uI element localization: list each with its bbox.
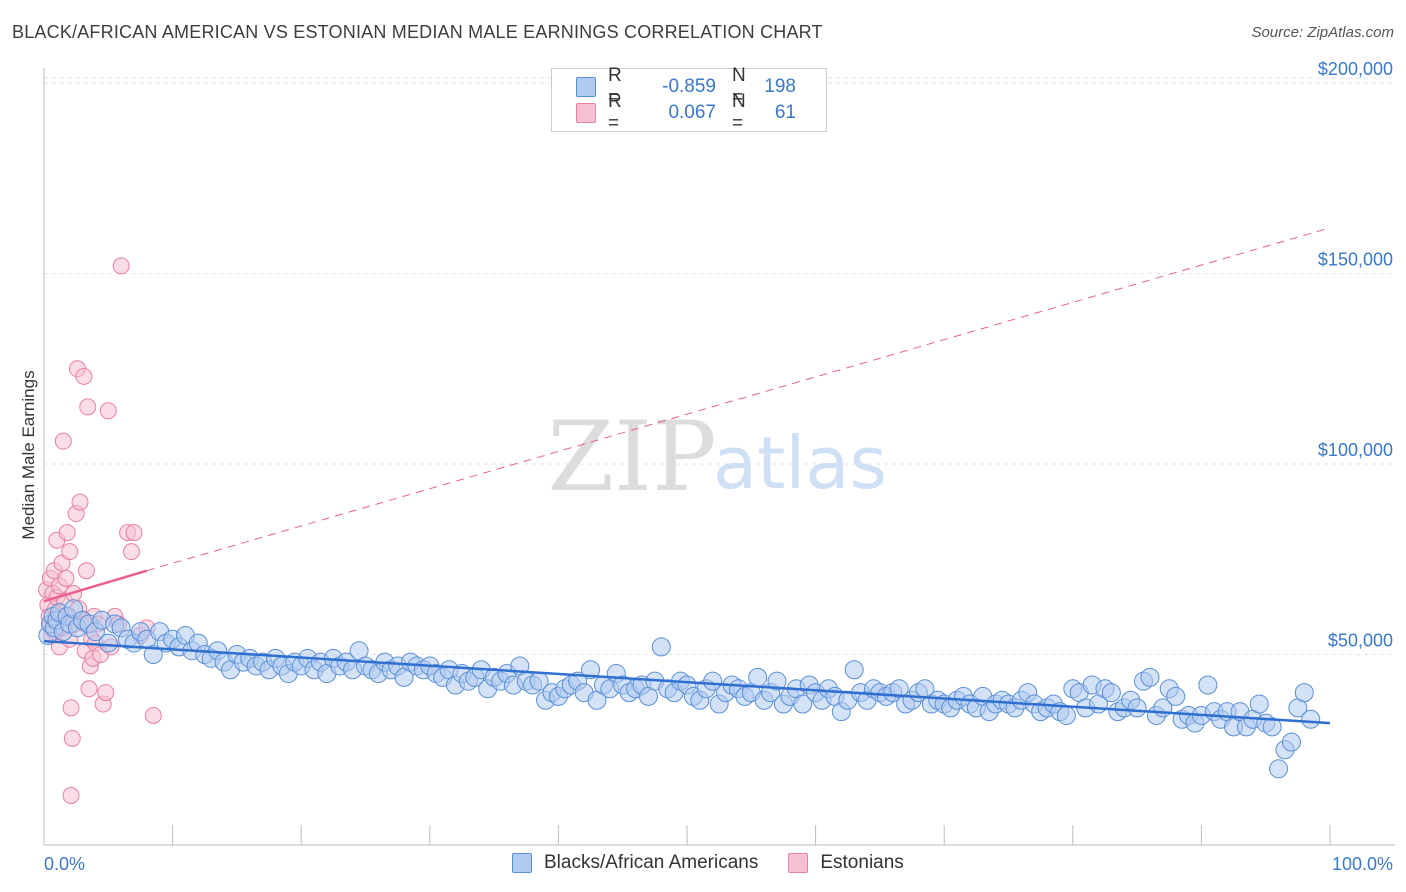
estonian-point: [125, 524, 143, 542]
source-credit: Source: ZipAtlas.com: [1251, 24, 1394, 41]
watermark: ZIP atlas: [547, 401, 887, 513]
black-african-american-point: [1281, 732, 1301, 752]
estonian-point: [97, 684, 115, 702]
black-african-american-point: [1166, 686, 1186, 706]
black-african-american-point: [1140, 667, 1160, 687]
legend-n-label: N =: [732, 91, 746, 134]
black-african-american-point: [767, 671, 787, 691]
trend-line-estonians: [43, 569, 148, 603]
black-african-american-point: [1269, 759, 1289, 779]
legend-n-value: 61: [774, 102, 796, 123]
y-tick-labels: $50,000 $100,000 $150,000 $200,000: [1318, 59, 1393, 650]
correlation-legend: R = -0.859 N = 198 R = 0.067 N = 61: [551, 65, 827, 134]
black-african-american-point: [1249, 694, 1269, 714]
black-african-american-point: [703, 671, 723, 691]
black-african-american-point: [581, 660, 601, 680]
estonian-point: [57, 569, 75, 587]
series-legend: Blacks/African Americans Estonians: [512, 852, 934, 874]
black-african-american-point: [748, 667, 768, 687]
legend-r-label: R =: [608, 65, 622, 108]
series-blacks-african-americans: [38, 599, 1321, 779]
legend-item-blacks[interactable]: Blacks/African Americans: [512, 852, 758, 874]
estonian-point: [62, 699, 80, 717]
estonian-point: [80, 680, 98, 698]
legend-swatch-pink: [788, 853, 809, 873]
estonian-point: [144, 706, 162, 724]
legend-row-estonians: R = 0.067 N = 61: [576, 91, 796, 134]
legend-swatch-blue: [512, 853, 532, 873]
legend-swatch-blue: [576, 77, 596, 97]
black-african-american-point: [793, 694, 813, 714]
estonian-point: [122, 543, 140, 561]
x-tick-labels: 0.0% 100.0%: [44, 854, 1393, 874]
legend-label-estonians: Estonians: [820, 852, 904, 873]
black-african-american-point: [1127, 698, 1147, 718]
black-african-american-point: [1101, 683, 1121, 703]
y-tick-label: $50,000: [1328, 631, 1393, 651]
legend-n-label: N =: [732, 65, 746, 108]
chart-title: BLACK/AFRICAN AMERICAN VS ESTONIAN MEDIA…: [12, 22, 823, 42]
estonian-point: [99, 402, 117, 420]
legend-swatch-pink: [576, 103, 596, 123]
legend-label-blacks: Blacks/African Americans: [544, 852, 759, 873]
grid-lines: [44, 77, 1395, 656]
estonian-point: [112, 257, 130, 275]
watermark-atlas: atlas: [713, 421, 887, 505]
black-african-american-point: [1301, 709, 1321, 729]
black-african-american-point: [1198, 675, 1218, 695]
legend-n-value: 198: [764, 76, 796, 97]
black-african-american-point: [98, 633, 118, 653]
series-estonians: [38, 257, 162, 804]
estonian-point: [62, 786, 80, 804]
estonian-point: [61, 543, 79, 561]
trend-lines: [43, 227, 1331, 725]
estonian-point: [79, 398, 97, 416]
estonian-point: [71, 493, 89, 511]
black-african-american-point: [1262, 717, 1282, 737]
legend-r-value: -0.859: [662, 76, 716, 97]
estonian-point: [54, 432, 72, 450]
legend-r-value: 0.067: [668, 102, 716, 123]
black-african-american-point: [1294, 683, 1314, 703]
legend-r-label: R =: [608, 91, 622, 134]
estonian-point: [75, 367, 93, 385]
axes: [43, 68, 1395, 846]
trend-line-estonians-extended: [146, 227, 1331, 572]
legend-row-blacks: R = -0.859 N = 198: [576, 65, 796, 108]
legend-item-estonians[interactable]: Estonians: [788, 852, 904, 874]
estonian-point: [77, 562, 95, 580]
y-tick-label: $100,000: [1318, 440, 1393, 460]
trend-line-blacks: [43, 639, 1331, 725]
watermark-zip: ZIP: [547, 401, 716, 513]
y-tick-label: $200,000: [1318, 59, 1393, 79]
y-axis-label: Median Male Earnings: [19, 370, 38, 539]
x-tick-label-end: 100.0%: [1332, 854, 1393, 874]
black-african-american-point: [651, 637, 671, 657]
x-tick-label-start: 0.0%: [44, 854, 85, 874]
estonian-point: [58, 524, 76, 542]
black-african-american-point: [1056, 705, 1076, 725]
estonian-point: [63, 729, 81, 747]
black-african-american-point: [143, 645, 163, 665]
black-african-american-point: [844, 660, 864, 680]
y-tick-label: $150,000: [1318, 250, 1393, 270]
